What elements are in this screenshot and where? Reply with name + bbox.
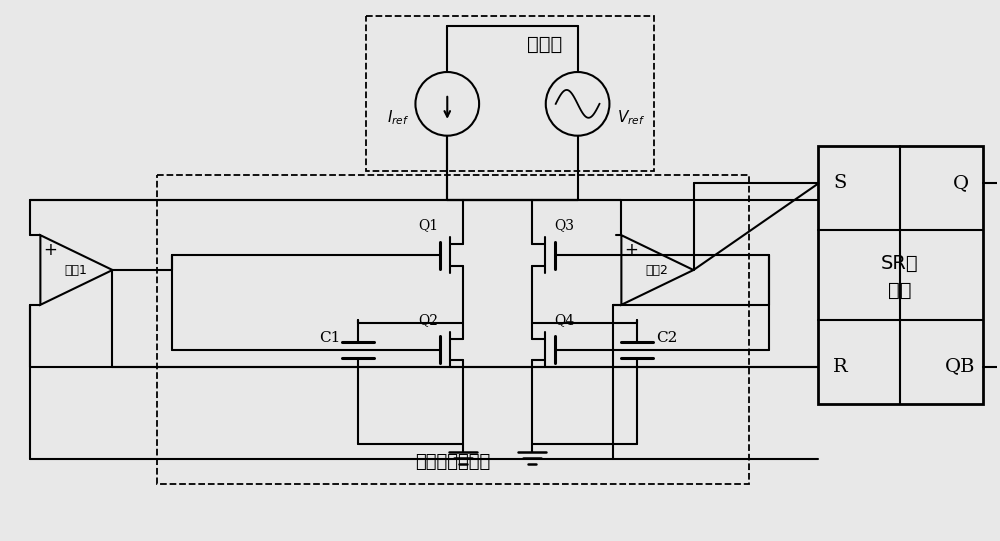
Text: Q3: Q3: [555, 218, 575, 232]
Text: R: R: [833, 358, 848, 375]
Text: SR锁: SR锁: [881, 254, 919, 273]
Text: QB: QB: [945, 358, 976, 375]
Text: +: +: [43, 241, 57, 259]
Text: $V_{ref}$: $V_{ref}$: [617, 108, 646, 127]
Text: $I_{ref}$: $I_{ref}$: [387, 108, 409, 127]
Text: Q2: Q2: [418, 313, 438, 327]
Text: Q1: Q1: [418, 218, 438, 232]
Bar: [366, 16, 654, 170]
Text: 基准源: 基准源: [527, 35, 562, 54]
Text: 比较1: 比较1: [65, 263, 88, 276]
Text: 比较2: 比较2: [646, 263, 669, 276]
Text: +: +: [624, 241, 638, 259]
Bar: [157, 175, 749, 484]
Text: Q: Q: [953, 174, 969, 193]
Bar: [818, 146, 983, 404]
Text: 存器: 存器: [888, 281, 912, 300]
Text: C2: C2: [656, 331, 678, 345]
Text: Q4: Q4: [555, 313, 575, 327]
Text: S: S: [834, 174, 847, 193]
Text: 电容充放电电路: 电容充放电电路: [415, 453, 490, 471]
Text: C1: C1: [319, 331, 341, 345]
